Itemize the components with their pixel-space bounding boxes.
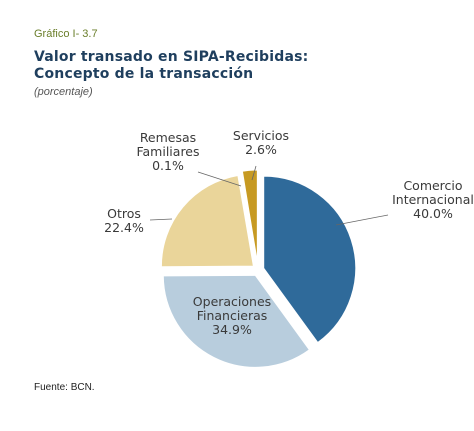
chart-title-line1: Valor transado en SIPA-Recibidas: xyxy=(34,49,309,65)
category-label-operaciones-financieras: Financieras xyxy=(197,308,268,323)
leader-line-otros xyxy=(149,218,173,221)
chart-header: Gráfico I- 3.7 Valor transado en SIPA-Re… xyxy=(34,28,308,98)
pie-slice-otros xyxy=(160,174,254,268)
category-label-remesas-familiares: Familiares xyxy=(136,144,199,159)
chart-title: Valor transado en SIPA-Recibidas: Concep… xyxy=(34,49,308,83)
category-label-servicios: Servicios xyxy=(233,128,289,143)
category-label-comercio-internacional: Internacional xyxy=(392,192,474,207)
chart-title-line2: Concepto de la transacción xyxy=(34,66,254,82)
chart-label: Gráfico I- 3.7 xyxy=(34,28,98,40)
pie-slice-remesas-familiares xyxy=(240,170,258,263)
value-label-servicios: 2.6% xyxy=(245,142,277,157)
leader-line-comercio-internacional xyxy=(335,214,389,226)
chart-unit: (porcentaje) xyxy=(34,86,93,98)
value-label-operaciones-financieras: 34.9% xyxy=(212,322,252,337)
category-label-comercio-internacional: Comercio xyxy=(403,178,462,193)
value-label-remesas-familiares: 0.1% xyxy=(152,158,184,173)
pie-slice-operaciones-financieras xyxy=(162,274,311,368)
leader-line-servicios xyxy=(251,165,257,181)
value-label-comercio-internacional: 40.0% xyxy=(413,206,453,221)
pie-slice-comercio-internacional xyxy=(263,175,357,344)
value-label-otros: 22.4% xyxy=(104,220,144,235)
source-note: Fuente: BCN. xyxy=(34,382,95,393)
category-label-remesas-familiares: Remesas xyxy=(140,130,196,145)
leader-line-remesas-familiares xyxy=(197,171,242,187)
category-label-operaciones-financieras: Operaciones xyxy=(193,294,271,309)
category-label-otros: Otros xyxy=(107,206,141,221)
pie-slice-servicios xyxy=(241,169,258,263)
